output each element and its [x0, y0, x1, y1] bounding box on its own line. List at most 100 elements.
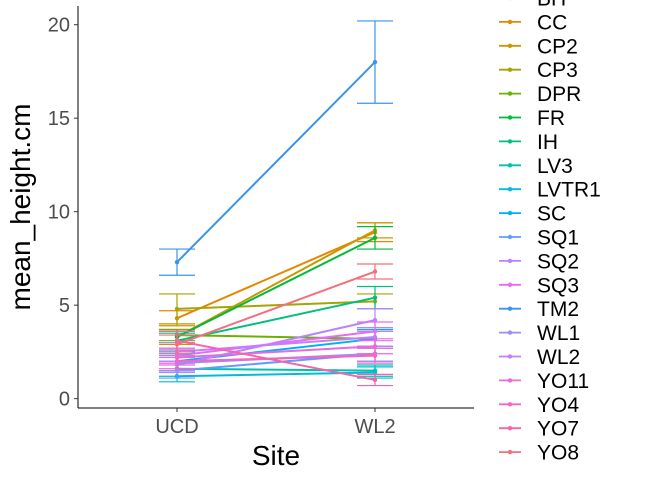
legend-label: LVTR1 [537, 179, 601, 202]
legend-label: SC [537, 203, 566, 226]
legend-label: FR [537, 107, 565, 130]
x-tick-label: UCD [155, 416, 198, 438]
data-point [372, 235, 378, 241]
legend-label: IH [537, 131, 558, 154]
legend-item-IH: IH [499, 131, 558, 154]
legend-item-CC: CC [499, 11, 567, 34]
x-axis-title: Site [252, 440, 300, 471]
data-point [372, 59, 378, 65]
legend-label: YO8 [537, 442, 579, 465]
legend-label: SQ2 [537, 250, 579, 273]
legend-label: SQ1 [537, 227, 579, 250]
legend-key-point [507, 330, 513, 335]
y-tick-label: 0 [59, 389, 70, 411]
legend-item-SQ3: SQ3 [499, 274, 579, 297]
series-line [176, 270, 376, 346]
legend-key-point [507, 43, 513, 48]
legend-item-TM2: TM2 [499, 298, 579, 321]
series-line [176, 231, 376, 320]
series-line [176, 300, 376, 310]
legend-label: YO11 [537, 370, 589, 393]
x-tick-label: WL2 [354, 416, 395, 438]
legend-key-point [507, 19, 513, 25]
legend-key-point [507, 67, 513, 72]
legend-label: CC [537, 11, 567, 34]
y-tick-label: 10 [48, 202, 70, 224]
legend-key-point [507, 91, 513, 96]
legend-item-FR: FR [499, 107, 565, 130]
legend-key-point [507, 258, 513, 264]
legend-item-WL2: WL2 [499, 346, 580, 369]
series-TM2 [159, 20, 393, 276]
x-ticks: UCD WL2 [155, 408, 396, 438]
legend-item-BH: BH [509, 0, 566, 11]
data-point [372, 295, 378, 300]
y-tick-label: 15 [48, 108, 70, 130]
legend-label: CP2 [537, 35, 578, 58]
data-point [174, 342, 180, 347]
data-point [174, 259, 180, 265]
series-line [176, 229, 376, 338]
legend-item-SC: SC [499, 203, 566, 226]
series-YO7 [159, 330, 393, 387]
data-point [372, 370, 378, 375]
series-line [176, 367, 376, 372]
legend-label: YO4 [537, 394, 579, 417]
series-line [176, 236, 376, 338]
legend-item-YO8: YO8 [499, 442, 579, 465]
legend-item-LV3: LV3 [499, 155, 573, 178]
data-point [372, 377, 378, 383]
legend-key-point [507, 402, 513, 407]
legend-key-point [507, 187, 513, 192]
legend-key-point [507, 234, 513, 240]
series-line [176, 335, 376, 353]
series-line [176, 334, 376, 340]
plot-marks [159, 20, 393, 387]
series-line [176, 354, 376, 363]
y-tick-label: 20 [48, 15, 70, 37]
legend-key-point [507, 139, 513, 144]
legend: BHCCCP2CP3DPRFRIHLV3LVTR1SCSQ1SQ2SQ3TM2W… [499, 0, 601, 465]
legend-label: WL1 [537, 322, 580, 345]
legend-item-SQ2: SQ2 [499, 250, 579, 273]
legend-item-WL1: WL1 [499, 322, 580, 345]
legend-key-point [507, 282, 513, 287]
legend-item-YO7: YO7 [499, 418, 579, 441]
legend-item-DPR: DPR [499, 83, 581, 106]
legend-key-point [507, 426, 513, 431]
legend-label: CP3 [537, 59, 578, 82]
legend-item-LVTR1: LVTR1 [499, 179, 601, 202]
data-point [372, 344, 378, 349]
legend-label: BH [537, 0, 566, 11]
series-line [176, 345, 376, 359]
y-axis-title: mean_height.cm [5, 103, 36, 310]
data-point [372, 269, 378, 274]
legend-key-point [507, 378, 513, 383]
data-point [372, 317, 378, 323]
data-point [372, 334, 378, 340]
legend-item-YO4: YO4 [499, 394, 579, 417]
legend-item-SQ1: SQ1 [499, 227, 579, 250]
legend-key-point [507, 449, 513, 455]
series-FR [159, 226, 393, 344]
legend-item-YO11: YO11 [499, 370, 589, 393]
legend-key-point [507, 210, 513, 216]
legend-key-point [507, 115, 513, 120]
series-line [176, 339, 376, 381]
legend-label: LV3 [537, 155, 573, 178]
y-ticks: 0 5 10 15 20 [48, 15, 78, 411]
data-point [174, 359, 180, 364]
y-tick-label: 5 [59, 295, 70, 317]
series-YO4 [159, 347, 393, 370]
data-point [174, 306, 180, 312]
legend-key-point [507, 306, 513, 311]
series-line [176, 61, 376, 263]
legend-item-CP3: CP3 [499, 59, 578, 82]
series-line [176, 296, 376, 342]
legend-label: DPR [537, 83, 581, 106]
data-point [372, 353, 378, 358]
legend-item-CP2: CP2 [499, 35, 578, 58]
legend-label: WL2 [537, 346, 580, 369]
legend-key-point [507, 354, 513, 359]
